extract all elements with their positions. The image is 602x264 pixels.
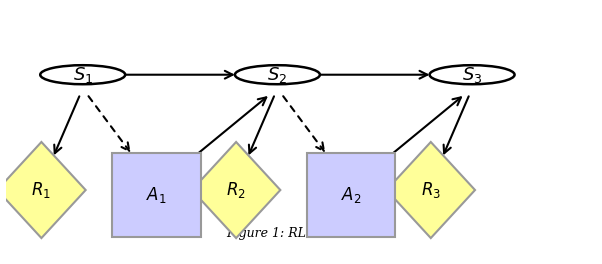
Text: $S_3$: $S_3$ bbox=[462, 65, 482, 85]
Bar bbox=[307, 153, 396, 237]
Text: $S_1$: $S_1$ bbox=[73, 65, 93, 85]
Text: $R_2$: $R_2$ bbox=[226, 180, 246, 200]
Ellipse shape bbox=[40, 65, 125, 84]
Ellipse shape bbox=[430, 65, 515, 84]
Polygon shape bbox=[0, 142, 85, 238]
Text: $R_3$: $R_3$ bbox=[421, 180, 441, 200]
Ellipse shape bbox=[235, 65, 320, 84]
Polygon shape bbox=[386, 142, 475, 238]
Polygon shape bbox=[192, 142, 281, 238]
Text: $A_1$: $A_1$ bbox=[146, 185, 167, 205]
Text: $S_2$: $S_2$ bbox=[267, 65, 288, 85]
Text: Figure 1: RL in an MDP: Figure 1: RL in an MDP bbox=[226, 228, 376, 241]
Text: $R_1$: $R_1$ bbox=[31, 180, 51, 200]
Text: $A_2$: $A_2$ bbox=[341, 185, 361, 205]
Bar bbox=[112, 153, 200, 237]
